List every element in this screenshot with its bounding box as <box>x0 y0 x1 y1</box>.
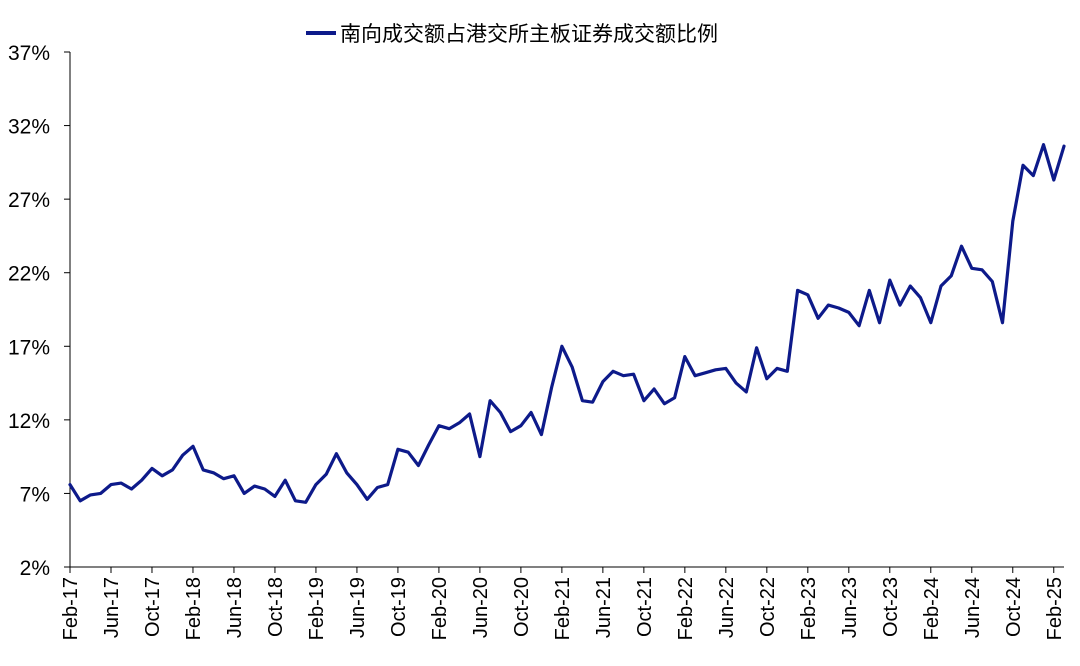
x-tick-label: Feb-22 <box>675 577 697 640</box>
x-tick-label: Feb-24 <box>921 577 943 640</box>
y-tick-label: 27% <box>8 189 50 212</box>
x-tick-label: Feb-18 <box>183 577 205 640</box>
series-group <box>70 145 1064 503</box>
x-tick-label: Feb-25 <box>1044 577 1066 640</box>
y-axis: 37% 32% 27% 22% 17% 12% 7% 2% <box>8 42 70 580</box>
x-tick-label: Oct-18 <box>265 577 287 637</box>
x-tick-label: Oct-22 <box>757 577 779 637</box>
x-tick-label: Jun-18 <box>224 577 246 638</box>
x-tick-label: Jun-23 <box>839 577 861 638</box>
x-tick-label: Jun-21 <box>593 577 615 638</box>
x-tick-label: Feb-20 <box>429 577 451 640</box>
series-line-0 <box>70 145 1064 503</box>
x-tick-label: Jun-19 <box>347 577 369 638</box>
x-tick-label: Feb-19 <box>306 577 328 640</box>
x-tick-label: Oct-24 <box>1003 577 1025 637</box>
x-tick-label: Feb-21 <box>552 577 574 640</box>
x-tick-label: Oct-21 <box>634 577 656 637</box>
x-tick-label: Oct-17 <box>142 577 164 637</box>
x-tick-label: Jun-24 <box>962 577 984 638</box>
y-tick-label: 37% <box>8 42 50 65</box>
legend-label: 南向成交额占港交所主板证券成交额比例 <box>340 23 718 46</box>
y-tick-label: 17% <box>8 336 50 359</box>
y-tick-label: 32% <box>8 116 50 139</box>
x-tick-label: Feb-17 <box>60 577 82 640</box>
x-tick-label: Oct-19 <box>388 577 410 637</box>
x-tick-label: Jun-17 <box>101 577 123 638</box>
y-tick-label: 2% <box>20 557 50 580</box>
x-tick-label: Oct-20 <box>511 577 533 637</box>
y-tick-label: 7% <box>20 483 50 506</box>
x-tick-label: Jun-22 <box>716 577 738 638</box>
y-tick-label: 12% <box>8 410 50 433</box>
legend: 南向成交额占港交所主板证券成交额比例 <box>306 23 718 46</box>
y-tick-label: 22% <box>8 263 50 286</box>
x-tick-label: Feb-23 <box>798 577 820 640</box>
x-tick-label: Jun-20 <box>470 577 492 638</box>
x-axis: Feb-17 Jun-17 Oct-17 Feb-18 Jun-18 Oct-18 Feb-… <box>60 567 1066 640</box>
x-tick-label: Oct-23 <box>880 577 902 637</box>
